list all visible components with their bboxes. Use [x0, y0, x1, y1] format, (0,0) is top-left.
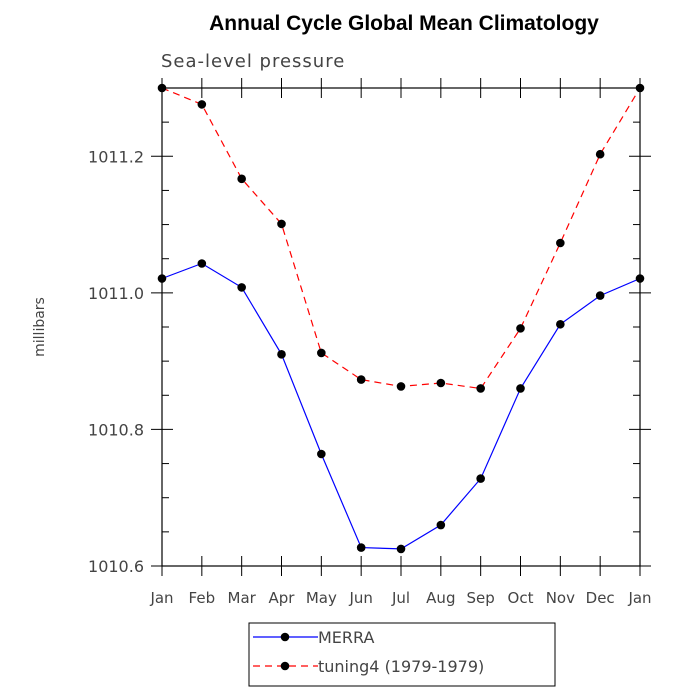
- series-0-point: [516, 384, 525, 393]
- series-0-point: [396, 544, 406, 554]
- legend-marker-merra: [280, 632, 290, 642]
- legend-item-merra: MERRA: [253, 628, 375, 647]
- chart-title: Annual Cycle Global Mean Climatology: [209, 12, 599, 35]
- series-0-point: [356, 543, 366, 552]
- x-tick-label: Jul: [391, 589, 410, 607]
- legend-label-merra: MERRA: [318, 628, 375, 647]
- legend-label-tuning4: tuning4 (1979-1979): [318, 657, 484, 676]
- x-tick-label: May: [306, 589, 337, 607]
- x-tick-label: Sep: [467, 589, 495, 607]
- series-0-point: [556, 319, 565, 329]
- x-tick-label: Jan: [627, 589, 651, 607]
- series-0-point: [197, 259, 207, 268]
- x-tick-label: Feb: [189, 589, 216, 607]
- y-tick-label: 1011.0: [88, 284, 144, 303]
- series-1-point: [317, 348, 326, 358]
- series-1-point: [237, 174, 246, 184]
- legend-marker-tuning4: [280, 661, 290, 671]
- series-1-point: [277, 219, 286, 229]
- y-tick-label: 1011.2: [88, 147, 144, 166]
- x-tick-label: Nov: [546, 589, 575, 607]
- x-tick-label: Mar: [228, 589, 257, 607]
- x-tick-label: Dec: [586, 589, 615, 607]
- series-0-point: [157, 274, 167, 283]
- series-0-point: [595, 291, 605, 300]
- series-line-0: [161, 262, 641, 550]
- series-0-point: [476, 474, 485, 483]
- x-tick-label: Oct: [508, 589, 534, 607]
- series-0-point: [277, 350, 286, 359]
- series-1-point: [516, 324, 525, 333]
- y-tick-label: 1010.6: [88, 557, 144, 576]
- chart-subtitle: Sea-level pressure: [161, 51, 345, 72]
- series-0-point: [635, 274, 645, 283]
- plot-area: 1010.6 1010.8 1011.0 1011.2 Jan Feb Mar Apr May J…: [88, 78, 652, 607]
- legend: MERRA tuning4 (1979-1979): [248, 622, 556, 687]
- series-1-point: [476, 384, 485, 393]
- series-1-point: [157, 83, 167, 93]
- series-1-point: [635, 83, 645, 93]
- series-line-1: [161, 87, 641, 390]
- legend-frame: [248, 622, 556, 687]
- series-0-point: [317, 449, 326, 459]
- x-tick-label: Aug: [426, 589, 455, 607]
- y-axis-label: millibars: [32, 297, 48, 357]
- series-1-point: [436, 378, 446, 388]
- series-1-point: [396, 382, 406, 391]
- series-1-point: [595, 149, 605, 159]
- y-tick-label: 1010.8: [88, 420, 144, 439]
- x-tick-label: Jan: [149, 589, 173, 607]
- series-0-point: [436, 520, 446, 530]
- series-1-point: [356, 375, 366, 384]
- plot-frame: [161, 87, 641, 567]
- legend-item-tuning4: tuning4 (1979-1979): [253, 657, 484, 676]
- series-0-point: [237, 283, 246, 292]
- x-tick-label: Apr: [269, 589, 296, 607]
- x-tick-label: Jun: [348, 589, 372, 607]
- series-1-point: [556, 238, 565, 248]
- series-1-point: [197, 100, 207, 109]
